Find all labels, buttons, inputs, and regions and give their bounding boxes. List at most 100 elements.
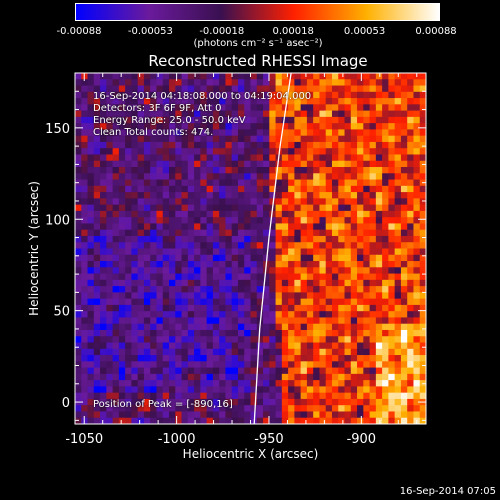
heatmap-cell bbox=[344, 298, 352, 306]
heatmap-cell bbox=[325, 373, 333, 381]
heatmap-cell bbox=[225, 398, 233, 406]
heatmap-cell bbox=[256, 417, 264, 424]
heatmap-cell bbox=[281, 417, 289, 424]
heatmap-cell bbox=[382, 273, 389, 281]
heatmap-cell bbox=[175, 323, 182, 331]
heatmap-cell bbox=[263, 210, 270, 218]
heatmap-cell bbox=[212, 79, 220, 86]
heatmap-cell bbox=[369, 217, 377, 224]
heatmap-cell bbox=[194, 98, 201, 105]
heatmap-cell bbox=[112, 129, 120, 137]
heatmap-cell bbox=[263, 311, 270, 318]
heatmap-cell bbox=[281, 104, 289, 112]
heatmap-cell bbox=[250, 323, 258, 331]
heatmap-cell bbox=[118, 235, 126, 243]
heatmap-cell bbox=[306, 248, 314, 256]
heatmap-cell bbox=[150, 135, 157, 143]
heatmap-cell bbox=[357, 79, 364, 86]
heatmap-cell bbox=[388, 304, 396, 312]
heatmap-cell bbox=[118, 405, 126, 412]
heatmap-cell bbox=[394, 267, 402, 274]
heatmap-cell bbox=[244, 254, 251, 262]
heatmap-cell bbox=[250, 311, 258, 318]
heatmap-cell bbox=[306, 198, 314, 206]
heatmap-cell bbox=[319, 380, 327, 387]
heatmap-cell bbox=[357, 386, 364, 394]
heatmap-cell bbox=[350, 248, 358, 256]
heatmap-cell bbox=[313, 367, 320, 375]
heatmap-cell bbox=[419, 292, 426, 300]
heatmap-cell bbox=[143, 192, 151, 199]
heatmap-cell bbox=[100, 129, 107, 137]
heatmap-cell bbox=[344, 185, 352, 193]
heatmap-cell bbox=[162, 229, 170, 237]
heatmap-cell bbox=[125, 304, 132, 312]
heatmap-cell bbox=[106, 123, 114, 130]
heatmap-cell bbox=[294, 154, 302, 162]
heatmap-cell bbox=[194, 398, 201, 406]
heatmap-cell bbox=[143, 123, 151, 130]
heatmap-cell bbox=[363, 79, 370, 86]
heatmap-cell bbox=[300, 148, 308, 155]
heatmap-cell bbox=[382, 311, 389, 318]
heatmap-cell bbox=[263, 235, 270, 243]
heatmap-cell bbox=[231, 329, 239, 337]
heatmap-cell bbox=[219, 185, 226, 193]
heatmap-cell bbox=[162, 129, 170, 137]
heatmap-cell bbox=[75, 79, 82, 86]
heatmap-cell bbox=[181, 254, 189, 262]
heatmap-cell bbox=[206, 229, 214, 237]
heatmap-cell bbox=[112, 342, 120, 350]
heatmap-cell bbox=[375, 210, 383, 218]
heatmap-cell bbox=[344, 348, 352, 356]
heatmap-cell bbox=[150, 373, 157, 381]
heatmap-cell bbox=[382, 235, 389, 243]
heatmap-cell bbox=[112, 91, 120, 99]
heatmap-cell bbox=[400, 167, 408, 174]
heatmap-cell bbox=[331, 135, 339, 143]
heatmap-cell bbox=[281, 160, 289, 168]
heatmap-cell bbox=[150, 292, 157, 300]
heatmap-cell bbox=[93, 342, 101, 350]
heatmap-cell bbox=[162, 386, 170, 394]
heatmap-cell bbox=[357, 367, 364, 375]
heatmap-cell bbox=[394, 204, 402, 212]
heatmap-cell bbox=[419, 148, 426, 155]
heatmap-cell bbox=[313, 380, 320, 387]
heatmap-cell bbox=[369, 292, 377, 300]
heatmap-cell bbox=[219, 336, 226, 343]
heatmap-cell bbox=[275, 73, 283, 80]
heatmap-cell bbox=[181, 304, 189, 312]
heatmap-cell bbox=[200, 123, 208, 130]
heatmap-cell bbox=[325, 204, 333, 212]
heatmap-cell bbox=[200, 242, 208, 249]
heatmap-cell bbox=[106, 367, 114, 375]
heatmap-cell bbox=[382, 116, 389, 124]
heatmap-cell bbox=[319, 116, 327, 124]
heatmap-cell bbox=[331, 267, 339, 274]
heatmap-cell bbox=[388, 342, 396, 350]
heatmap-cell bbox=[313, 104, 320, 112]
heatmap-cell bbox=[206, 173, 214, 180]
heatmap-cell bbox=[162, 204, 170, 212]
heatmap-cell bbox=[325, 110, 333, 118]
heatmap-cell bbox=[363, 116, 370, 124]
heatmap-cell bbox=[357, 73, 364, 80]
heatmap-cell bbox=[187, 173, 195, 180]
heatmap-cell bbox=[419, 304, 426, 312]
heatmap-cell bbox=[281, 267, 289, 274]
heatmap-cell bbox=[244, 160, 251, 168]
heatmap-cell bbox=[382, 192, 389, 199]
heatmap-cell bbox=[363, 242, 370, 249]
heatmap-cell bbox=[331, 261, 339, 268]
heatmap-cell bbox=[382, 336, 389, 343]
heatmap-cell bbox=[250, 85, 258, 93]
heatmap-cell bbox=[325, 348, 333, 356]
heatmap-cell bbox=[137, 261, 145, 268]
heatmap-cell bbox=[263, 141, 270, 149]
heatmap-cell bbox=[156, 361, 164, 368]
heatmap-cell bbox=[187, 411, 195, 419]
heatmap-cell bbox=[313, 141, 320, 149]
heatmap-cell bbox=[357, 98, 364, 105]
heatmap-cell bbox=[407, 123, 414, 130]
